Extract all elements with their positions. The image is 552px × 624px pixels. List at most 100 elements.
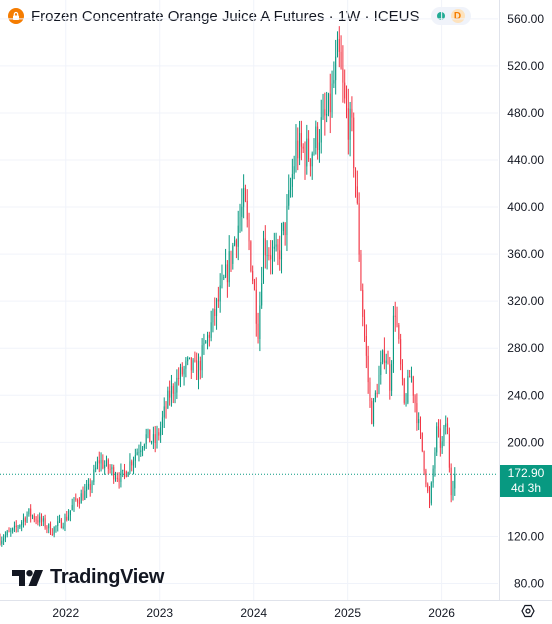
candle-body (281, 231, 283, 260)
candle (246, 189, 248, 228)
candle (320, 99, 322, 154)
candle (226, 260, 228, 298)
candle-body (10, 530, 12, 532)
candle (262, 230, 264, 284)
candle (30, 504, 32, 523)
candle-body (374, 392, 376, 400)
candle-body (167, 390, 169, 409)
candle-body (293, 166, 295, 175)
candle (100, 452, 102, 472)
candle-body (400, 339, 402, 365)
candle (277, 238, 279, 266)
candle-body (4, 535, 6, 539)
candle-body (187, 357, 189, 362)
candle (185, 357, 187, 378)
candle-body (205, 341, 207, 344)
candle-body (248, 219, 250, 242)
time-tick-label: 2024 (240, 606, 267, 620)
candle-body (96, 460, 98, 468)
candle-body (188, 357, 190, 359)
candle-body (118, 478, 120, 482)
candle-body (151, 441, 153, 443)
candle (105, 455, 107, 467)
candle (158, 428, 160, 441)
candle-body (201, 345, 203, 371)
candle-body (391, 363, 393, 391)
candle-body (207, 334, 209, 342)
candle (120, 463, 122, 488)
candle (212, 308, 214, 333)
candle (374, 390, 376, 403)
candle (91, 480, 93, 494)
candle-body (250, 241, 252, 272)
candle (394, 301, 396, 332)
candle (279, 235, 281, 271)
candle-body (100, 459, 102, 464)
candle (450, 463, 452, 503)
candle (313, 138, 315, 156)
candle-body (73, 498, 75, 506)
candle (111, 464, 113, 476)
candle-body (179, 367, 181, 379)
candle (230, 250, 232, 272)
candle-body (226, 264, 228, 283)
candle (46, 525, 48, 534)
candle-body (127, 472, 129, 477)
candle (401, 359, 403, 386)
candle-body (203, 343, 205, 346)
candle-body (39, 516, 41, 523)
candle (28, 508, 30, 517)
chart-settings-icon[interactable] (518, 601, 538, 621)
candle-body (237, 225, 239, 247)
candle (412, 375, 414, 404)
price-axis[interactable]: 560.00 520.00 480.00 440.00 400.00 360.00 320.… (507, 12, 544, 591)
candle-body (165, 406, 167, 409)
candle-body (84, 490, 86, 500)
candle (165, 401, 167, 419)
candle-body (0, 538, 1, 544)
candle (290, 177, 292, 198)
candle (331, 70, 333, 118)
candle-body (288, 190, 290, 206)
candle (78, 497, 80, 509)
candle-body (345, 98, 347, 109)
market-status-pill[interactable]: D (430, 7, 471, 25)
candle-body (369, 382, 371, 401)
tradingview-logo[interactable]: TradingView (12, 566, 164, 589)
candle (127, 471, 129, 477)
candle-body (342, 68, 344, 83)
candle-body (443, 426, 445, 442)
candle (140, 441, 142, 457)
price-tick-label: 440.00 (507, 153, 544, 167)
candle-body (360, 254, 362, 290)
candle (196, 352, 198, 381)
candle (142, 446, 144, 457)
candle (432, 465, 434, 488)
candle-body (257, 323, 259, 339)
candle-body (35, 519, 37, 521)
candle-body (441, 441, 443, 448)
candle-body (367, 355, 369, 383)
candle (80, 489, 82, 504)
candle-body (448, 434, 450, 468)
time-tick-label: 2023 (146, 606, 173, 620)
candle-body (322, 109, 324, 118)
candle (93, 464, 95, 486)
candle-body (77, 499, 79, 503)
candle (98, 451, 100, 473)
symbol-title[interactable]: Frozen Concentrate Orange Juice A Future… (31, 7, 420, 25)
candle-body (297, 140, 299, 159)
candle-body (53, 527, 55, 535)
candle-body (383, 350, 385, 364)
candle (71, 498, 73, 511)
candle-body (410, 376, 412, 378)
time-axis[interactable]: 2022 2023 2024 2025 2026 (52, 606, 455, 620)
candle (371, 397, 373, 425)
last-price-label: 172.90 4d 3h (500, 465, 552, 498)
candle-body (313, 147, 315, 154)
candle (4, 531, 6, 543)
candle-body (416, 403, 418, 424)
candle-body (299, 133, 301, 159)
candle (266, 240, 268, 270)
